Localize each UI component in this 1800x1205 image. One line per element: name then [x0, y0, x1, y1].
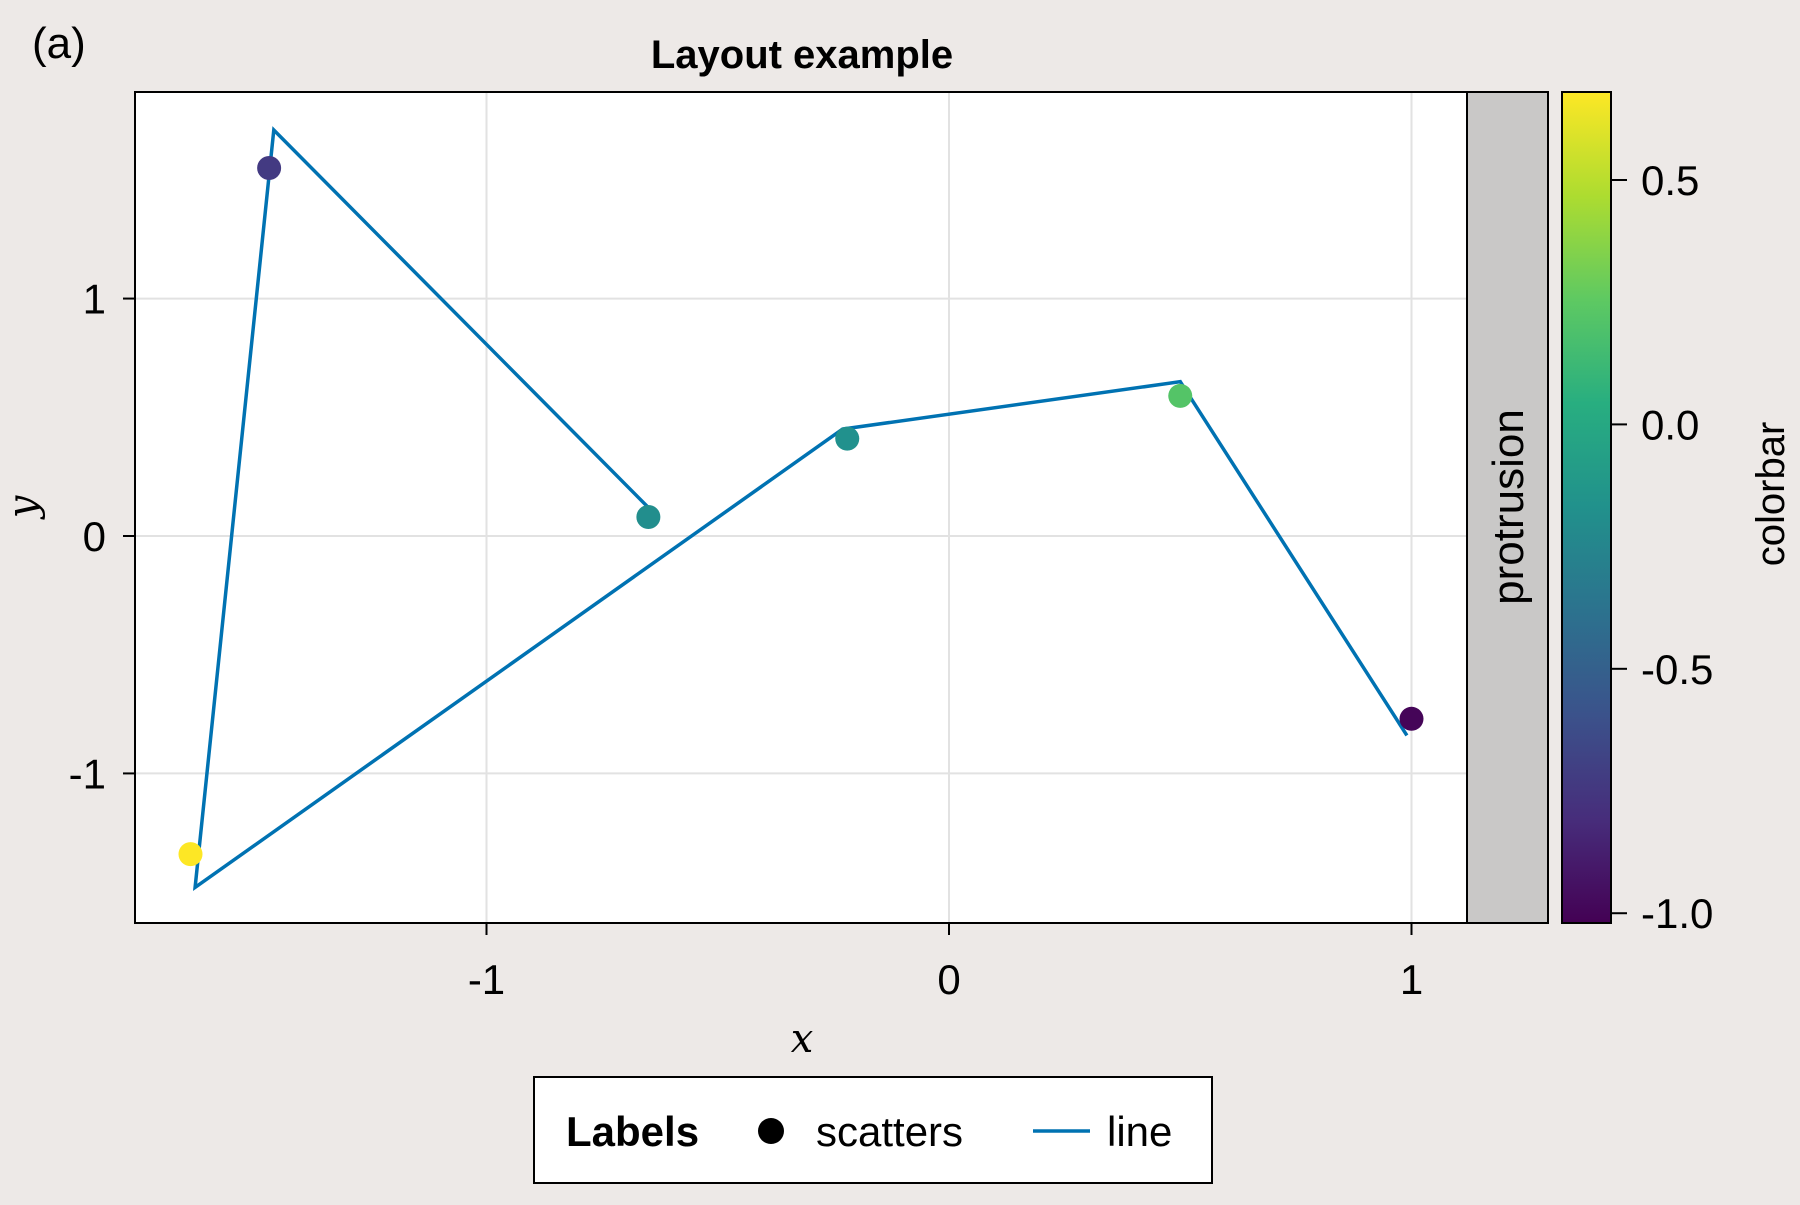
y-axis-ticks: -1 0 1 — [69, 276, 135, 797]
line-series — [192, 126, 1409, 892]
legend-line-label: line — [1107, 1108, 1172, 1155]
legend-title: Labels — [566, 1108, 699, 1155]
y-tick-label: 1 — [83, 276, 106, 323]
y-tick-label: 0 — [83, 513, 106, 560]
scatter-point — [178, 842, 203, 867]
x-tick-label: 1 — [1400, 956, 1423, 1003]
scatter-point — [835, 426, 860, 451]
protrusion-label: protrusion — [1484, 409, 1533, 605]
colorbar-tick-label: -0.5 — [1641, 646, 1713, 693]
protrusion-box — [1466, 91, 1549, 924]
plot-area — [135, 92, 1467, 923]
scatter-point — [1399, 706, 1424, 731]
y-axis-label: y — [0, 494, 46, 520]
legend-scatter-label: scatters — [816, 1108, 963, 1155]
x-axis-label: x — [791, 1016, 814, 1062]
colorbar-label: colorbar — [1749, 422, 1793, 567]
colorbar-tick-label: -1.0 — [1641, 890, 1713, 937]
legend-box — [533, 1076, 1213, 1184]
scatter-point — [636, 504, 661, 529]
legend-scatter-marker — [758, 1118, 784, 1144]
chart-title: Layout example — [651, 33, 953, 77]
panel-label: (a) — [32, 19, 86, 68]
colorbar-tick-label: 0.0 — [1641, 401, 1699, 448]
y-tick-label: -1 — [69, 750, 106, 797]
colorbar-ticks: -1.0 -0.5 0.0 0.5 — [1611, 157, 1713, 937]
colorbar-tick-label: 0.5 — [1641, 157, 1699, 204]
line-series-path — [192, 126, 1409, 892]
x-tick-label: -1 — [468, 956, 505, 1003]
colorbar — [1561, 91, 1612, 924]
scatter-point — [257, 155, 282, 180]
x-axis-ticks: -1 0 1 — [468, 923, 1423, 1003]
legend: Labels scatters line — [533, 1076, 1213, 1184]
x-tick-label: 0 — [937, 956, 960, 1003]
scatter-series — [178, 155, 1424, 867]
scatter-point — [1168, 383, 1193, 408]
